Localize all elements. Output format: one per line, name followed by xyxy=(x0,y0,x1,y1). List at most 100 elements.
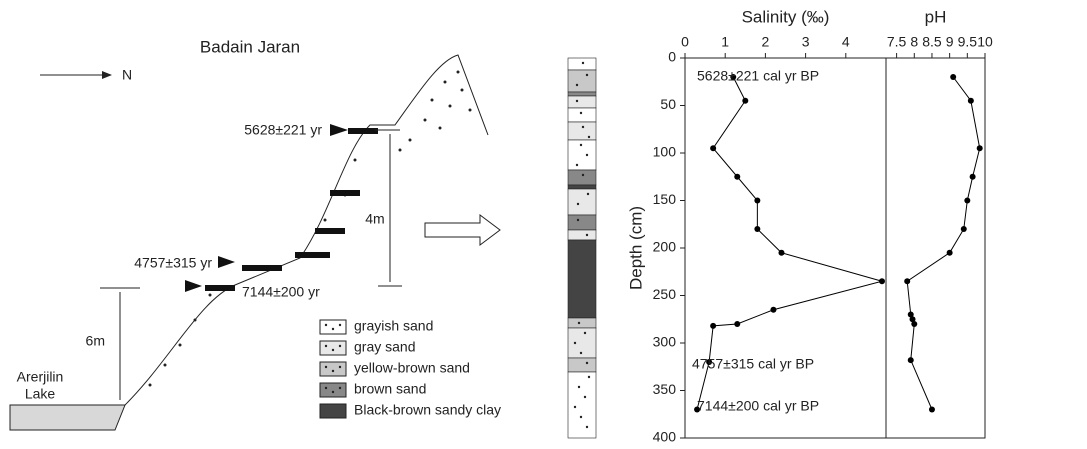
layer-dot xyxy=(583,395,587,399)
column-layer xyxy=(567,121,597,141)
column-layer xyxy=(567,239,597,319)
x-tick-label: 8.5 xyxy=(922,34,942,50)
layer-dot xyxy=(575,163,579,167)
swatch-dot xyxy=(324,407,328,411)
column-layer xyxy=(567,91,597,97)
y-tick-label: 200 xyxy=(653,239,677,255)
layer-dot xyxy=(577,321,581,325)
swatch-dot xyxy=(324,365,328,369)
data-point xyxy=(960,226,967,232)
x-tick-label: 9.5 xyxy=(958,34,978,50)
layer-dot xyxy=(579,143,583,147)
swatch-dot xyxy=(338,323,342,327)
layer-dot xyxy=(587,375,591,379)
layer-dot xyxy=(573,341,577,345)
lake xyxy=(9,404,126,431)
swatch-dot xyxy=(331,411,335,415)
swatch-dot xyxy=(338,386,342,390)
y-tick-label: 350 xyxy=(653,381,677,397)
marker xyxy=(330,124,348,136)
swatch-dot xyxy=(324,323,328,327)
swatch-dot xyxy=(324,386,328,390)
layer-dot xyxy=(579,415,583,419)
annotation: 4757±315 cal yr BP xyxy=(692,356,814,372)
layer-dot xyxy=(586,192,590,196)
column-layer xyxy=(567,357,597,373)
x-tick-label: 7.5 xyxy=(887,34,907,50)
data-point xyxy=(950,74,957,80)
column-layer xyxy=(567,214,597,231)
y-tick-label: 250 xyxy=(653,286,677,302)
column-layer xyxy=(567,229,597,241)
x-tick-label: 9 xyxy=(946,34,954,50)
marker xyxy=(185,280,202,292)
legend-label: brown sand xyxy=(354,381,426,397)
x-tick-label: 10 xyxy=(977,34,993,50)
slope xyxy=(10,54,489,406)
lake-label: Lake xyxy=(25,386,56,402)
y-tick-label: 400 xyxy=(653,429,677,444)
big-arrow xyxy=(424,214,501,246)
layer-dot xyxy=(575,99,579,103)
layer-dot xyxy=(581,125,585,129)
data-point xyxy=(928,406,935,413)
profile-line xyxy=(906,76,981,410)
annotation: 5628±221 cal yr BP xyxy=(697,68,819,84)
diagram-title: Badain Jaran xyxy=(200,37,300,56)
legend-label: grayish sand xyxy=(354,318,433,334)
marker xyxy=(218,256,235,268)
layer-dot xyxy=(583,331,587,335)
data-point xyxy=(946,249,953,256)
sand-dots xyxy=(148,70,472,387)
layer-dot xyxy=(581,61,585,65)
data-point xyxy=(969,173,976,180)
date-label: 5628±221 yr xyxy=(244,122,322,138)
arrow-head xyxy=(102,71,112,79)
swatch-dot xyxy=(331,390,335,394)
layer-dot xyxy=(585,73,589,77)
data-point xyxy=(694,406,701,413)
data-point xyxy=(878,278,885,285)
layer-dot xyxy=(576,202,580,206)
layer-dot xyxy=(585,361,589,365)
column-layer xyxy=(567,371,597,439)
data-point xyxy=(754,226,761,232)
chart-title: Salinity (‰) xyxy=(742,7,830,26)
lake-label: Arerjilin xyxy=(17,369,64,385)
x-tick-label: 0 xyxy=(681,34,689,50)
y-tick-label: 50 xyxy=(660,96,676,112)
data-point xyxy=(967,97,974,104)
data-point xyxy=(730,74,737,80)
column-layer xyxy=(567,107,597,123)
y-axis-label: Depth (cm) xyxy=(626,206,645,290)
x-tick-label: 4 xyxy=(842,34,850,50)
swatch-dot xyxy=(338,407,342,411)
x-tick-label: 3 xyxy=(802,34,810,50)
chart-title: pH xyxy=(925,7,947,26)
layer-dot xyxy=(585,233,589,237)
data-point xyxy=(911,321,918,327)
x-tick-label: 1 xyxy=(721,34,729,50)
north-label: N xyxy=(122,67,132,83)
date-label: 4757±315 yr xyxy=(134,255,212,271)
data-point xyxy=(964,197,971,204)
layer-dot xyxy=(579,111,583,115)
annotation: 7144±200 cal yr BP xyxy=(697,398,819,414)
y-tick-label: 150 xyxy=(653,191,677,207)
column-layer xyxy=(567,184,597,190)
layer-dot xyxy=(585,153,589,157)
layer-dot xyxy=(579,351,583,355)
panel-frame xyxy=(684,57,887,439)
column-layer xyxy=(567,317,597,329)
layer-dot xyxy=(577,385,581,389)
legend-label: Black-brown sandy clay xyxy=(354,402,501,418)
swatch-dot xyxy=(338,344,342,348)
column-layer xyxy=(567,188,597,216)
y-tick-label: 0 xyxy=(668,49,676,65)
column-layer xyxy=(567,169,597,186)
data-point xyxy=(904,278,911,285)
column-layer xyxy=(567,69,597,93)
y-tick-label: 100 xyxy=(653,144,677,160)
x-tick-label: 8 xyxy=(910,34,918,50)
data-point xyxy=(734,321,741,327)
